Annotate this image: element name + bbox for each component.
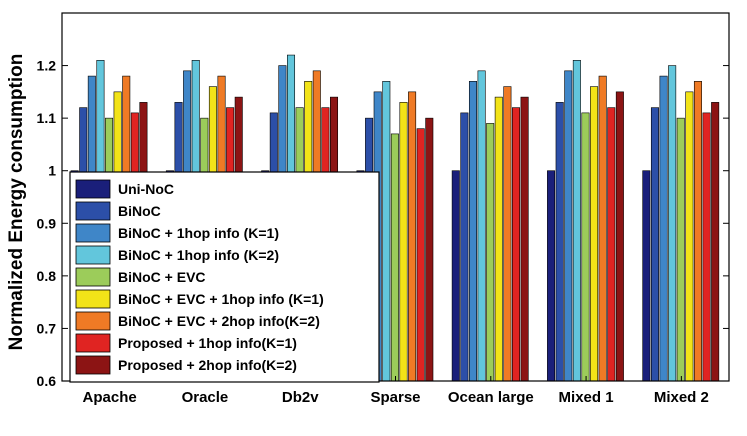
bar — [693, 81, 702, 382]
bar — [711, 102, 720, 382]
x-tick-label: Db2v — [282, 389, 319, 406]
x-tick-label: Sparse — [370, 389, 420, 406]
y-tick-label: 0.6 — [37, 373, 57, 389]
x-tick-label: Mixed 1 — [559, 389, 614, 406]
x-tick-label: Ocean large — [448, 389, 534, 406]
bar — [650, 107, 659, 382]
bar — [460, 112, 469, 382]
legend-box — [69, 171, 380, 383]
bar — [572, 60, 581, 382]
bar — [547, 170, 556, 382]
bar — [486, 123, 495, 382]
x-tick-label: Mixed 2 — [654, 389, 709, 406]
bar — [494, 96, 503, 382]
legend-label: BiNoC + 1hop info (K=1) — [118, 225, 279, 241]
legend-swatch — [75, 223, 111, 243]
bar — [659, 75, 668, 382]
bar — [590, 86, 599, 382]
bar — [581, 112, 590, 382]
legend-swatch — [75, 245, 111, 265]
plot-frame — [61, 12, 730, 382]
legend-label: Proposed + 1hop info(K=1) — [118, 335, 297, 351]
legend-swatch — [75, 289, 111, 309]
bar — [451, 170, 460, 382]
bar — [564, 70, 573, 382]
x-tick-label: Apache — [83, 389, 137, 406]
legend-label: Uni-NoC — [118, 181, 174, 197]
legend-label: BiNoC + EVC + 1hop info (K=1) — [118, 291, 324, 307]
bar — [520, 96, 529, 382]
bar — [676, 117, 685, 382]
bar — [503, 86, 512, 382]
x-tick-label: Oracle — [182, 389, 229, 406]
bar — [416, 128, 425, 382]
bar — [685, 91, 694, 382]
bar — [607, 107, 616, 382]
bar — [408, 91, 417, 382]
bar — [477, 70, 486, 382]
bar — [642, 170, 651, 382]
legend-label: BiNoC + EVC — [118, 269, 206, 285]
legend: Uni-NoC BiNoC BiNoC + 1hop info (K=1) BiNoC… — [69, 171, 380, 383]
y-tick-label: 1.1 — [37, 110, 57, 126]
legend-swatch — [75, 201, 111, 221]
bar — [390, 133, 399, 382]
legend-swatch — [75, 179, 111, 199]
legend-swatch — [75, 355, 111, 375]
legend-swatch — [75, 333, 111, 353]
legend-label: BiNoC + EVC + 2hop info(K=2) — [118, 313, 320, 329]
bar — [399, 102, 408, 382]
y-tick-label: 0.7 — [37, 320, 57, 336]
legend-label: BiNoC — [118, 203, 161, 219]
legend-swatch — [75, 311, 111, 331]
legend-label: BiNoC + 1hop info (K=2) — [118, 247, 279, 263]
bar — [382, 81, 391, 382]
bar — [615, 91, 624, 382]
y-tick-label: 1 — [48, 163, 56, 179]
y-tick-label: 0.9 — [37, 215, 57, 231]
legend-label: Proposed + 2hop info(K=2) — [118, 357, 297, 373]
bar — [598, 75, 607, 382]
legend-swatch — [75, 267, 111, 287]
bar — [668, 65, 677, 382]
y-axis-label: Normalized Energy consumption — [6, 54, 27, 351]
y-tick-label: 0.8 — [37, 268, 57, 284]
bar — [511, 107, 520, 382]
bar — [425, 117, 434, 382]
bar — [555, 102, 564, 382]
bar — [702, 112, 711, 382]
bar — [468, 81, 477, 382]
y-tick-label: 1.2 — [37, 58, 57, 74]
